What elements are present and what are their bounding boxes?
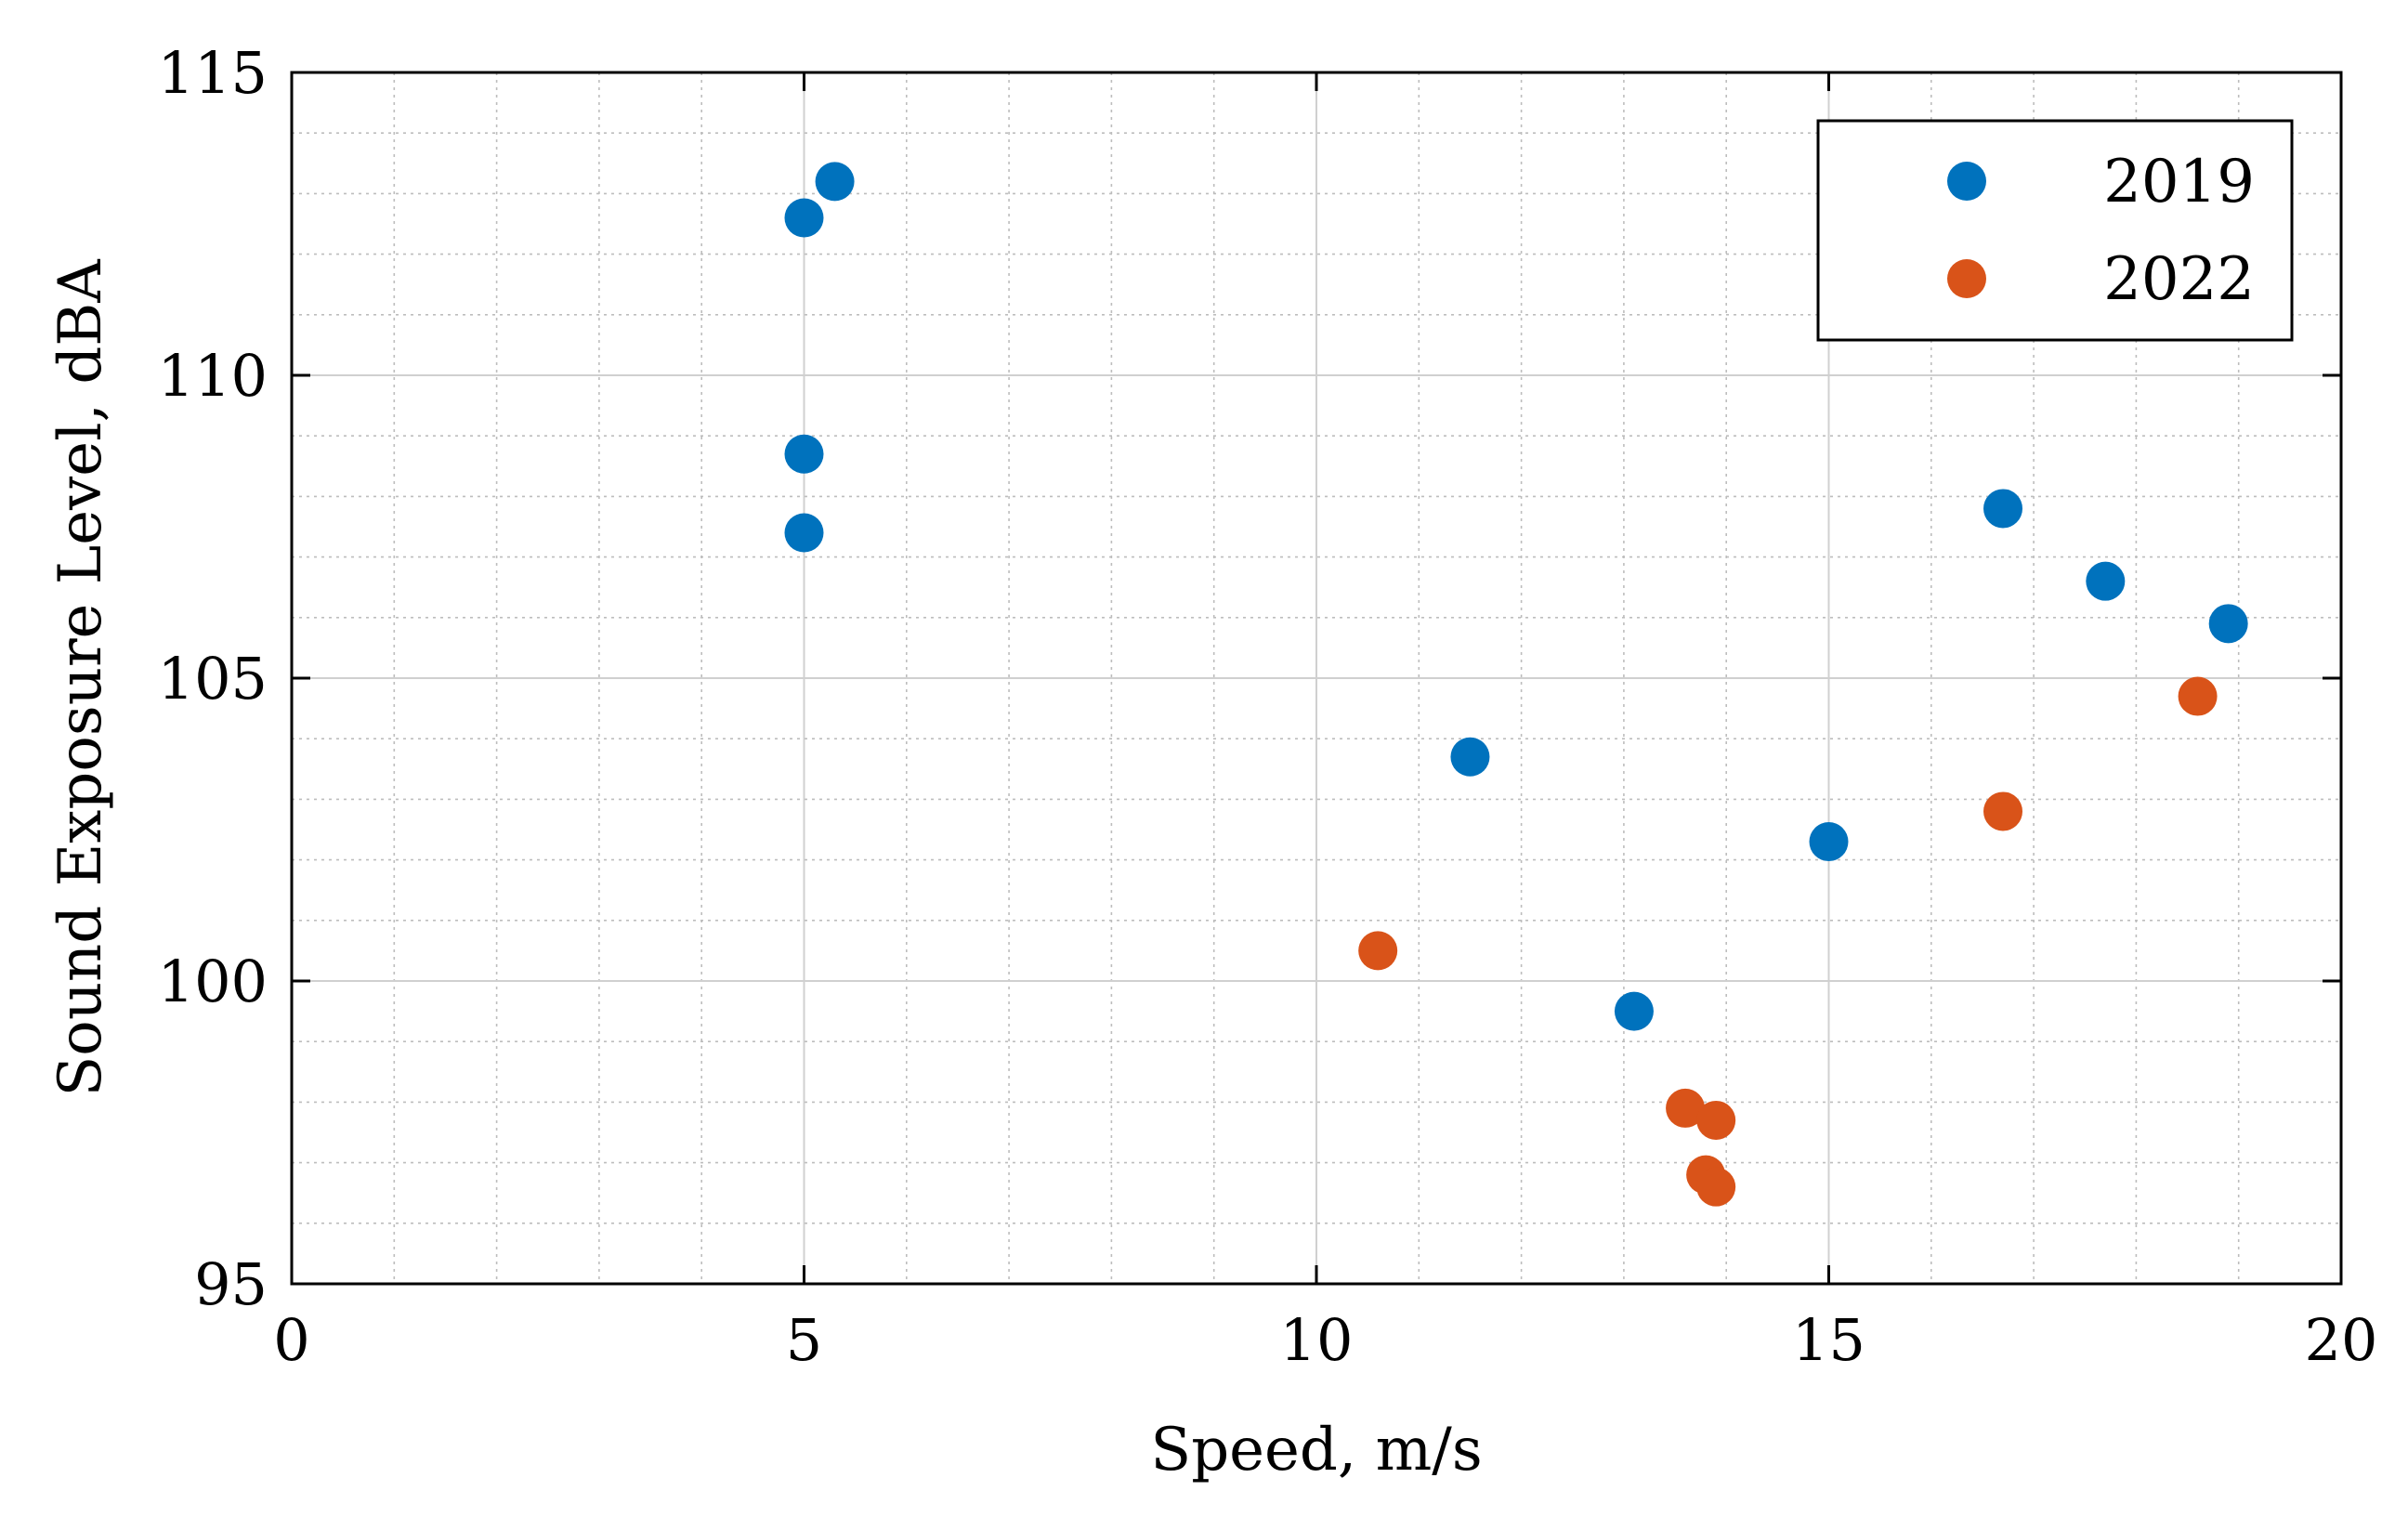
- data-point-2019: [1983, 489, 2023, 529]
- y-tick-label: 110: [158, 342, 268, 410]
- x-tick-label: 10: [1280, 1306, 1354, 1374]
- data-point-2022: [1666, 1088, 1706, 1128]
- data-point-2019: [784, 434, 824, 474]
- data-point-2022: [2178, 676, 2218, 716]
- data-point-2019: [1450, 737, 1490, 777]
- legend-label-2019: 2019: [2103, 148, 2255, 216]
- legend-label-2022: 2022: [2103, 245, 2255, 314]
- data-point-2019: [784, 513, 824, 553]
- data-point-2019: [1614, 991, 1654, 1031]
- data-point-2019: [2208, 604, 2248, 644]
- y-axis-title: Sound Exposure Level, dBA: [46, 259, 115, 1097]
- legend: 2019 2022: [1816, 119, 2294, 342]
- data-point-2022: [1983, 791, 2023, 831]
- data-point-2019: [2086, 561, 2126, 601]
- tick-labels: 0 5 10 15 20 95 100 105 110 115: [158, 39, 2378, 1374]
- data-point-2022: [1696, 1167, 1736, 1207]
- x-axis-title: Speed, m/s: [1150, 1416, 1482, 1484]
- y-tick-label: 95: [194, 1250, 268, 1318]
- data-points: [784, 162, 2248, 1207]
- legend-box: [1816, 119, 2294, 342]
- x-tick-label: 0: [273, 1306, 309, 1374]
- data-point-2019: [815, 162, 855, 202]
- x-tick-label: 20: [2305, 1306, 2378, 1374]
- legend-marker-2022: [1947, 259, 1986, 298]
- data-point-2019: [1809, 822, 1849, 862]
- legend-marker-2019: [1947, 162, 1986, 201]
- data-point-2022: [1358, 931, 1398, 971]
- axis-ticks: [290, 71, 2343, 1286]
- y-tick-label: 115: [158, 39, 268, 107]
- y-tick-label: 105: [158, 645, 268, 713]
- data-point-2019: [784, 198, 824, 238]
- data-point-2022: [1696, 1100, 1736, 1140]
- x-tick-label: 5: [786, 1306, 822, 1374]
- x-tick-label: 15: [1792, 1306, 1865, 1374]
- y-tick-label: 100: [158, 948, 268, 1015]
